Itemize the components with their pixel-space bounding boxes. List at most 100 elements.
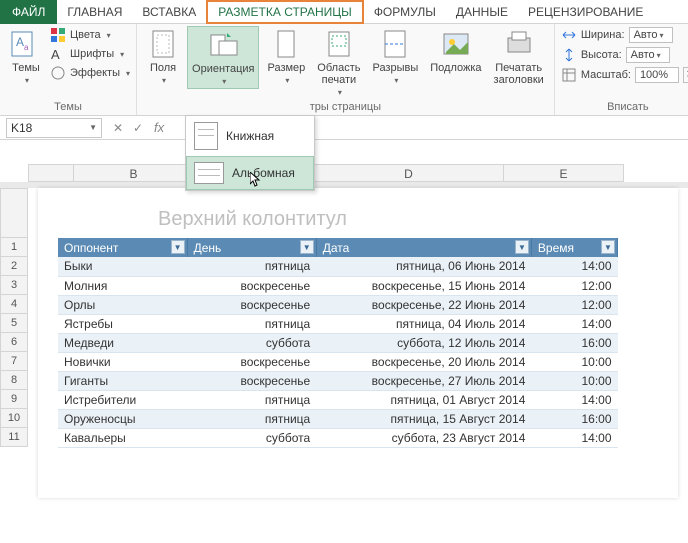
- tab-data[interactable]: ДАННЫЕ: [446, 0, 518, 24]
- effects-button[interactable]: Эффекты: [50, 64, 130, 82]
- table-cell[interactable]: воскресенье, 22 Июнь 2014: [316, 295, 531, 314]
- grid[interactable]: Верхний колонтитул Оппонент▼ День▼ Дата▼…: [28, 188, 688, 498]
- colors-button[interactable]: Цвета: [50, 26, 130, 44]
- table-cell[interactable]: 12:00: [531, 276, 617, 295]
- table-cell[interactable]: воскресенье: [187, 371, 316, 390]
- table-cell[interactable]: 12:00: [531, 295, 617, 314]
- breaks-button[interactable]: Разрывы: [368, 26, 422, 87]
- row-header-9[interactable]: 9: [0, 390, 28, 409]
- height-row[interactable]: Высота: Авто: [561, 46, 670, 64]
- row-header-4[interactable]: 4: [0, 295, 28, 314]
- table-cell[interactable]: пятница, 01 Август 2014: [316, 390, 531, 409]
- col-header-b[interactable]: B: [74, 164, 194, 182]
- width-value[interactable]: Авто: [629, 27, 673, 43]
- page-header-placeholder[interactable]: Верхний колонтитул: [158, 208, 347, 231]
- table-row[interactable]: Кавальерысубботасуббота, 23 Август 20141…: [58, 428, 618, 447]
- row-header-5[interactable]: 5: [0, 314, 28, 333]
- table-cell[interactable]: Молния: [58, 276, 187, 295]
- table-cell[interactable]: суббота: [187, 333, 316, 352]
- th-opponent[interactable]: Оппонент▼: [58, 238, 187, 257]
- row-header-6[interactable]: 6: [0, 333, 28, 352]
- table-cell[interactable]: 10:00: [531, 352, 617, 371]
- th-day[interactable]: День▼: [187, 238, 316, 257]
- table-cell[interactable]: воскресенье, 27 Июль 2014: [316, 371, 531, 390]
- table-cell[interactable]: пятница, 15 Август 2014: [316, 409, 531, 428]
- tab-insert[interactable]: ВСТАВКА: [132, 0, 206, 24]
- table-cell[interactable]: Оруженосцы: [58, 409, 187, 428]
- tab-file[interactable]: ФАЙЛ: [0, 0, 57, 24]
- filter-icon[interactable]: ▼: [300, 240, 314, 254]
- table-cell[interactable]: пятница: [187, 314, 316, 333]
- enter-icon[interactable]: ✓: [128, 121, 148, 135]
- table-cell[interactable]: пятница, 04 Июль 2014: [316, 314, 531, 333]
- row-header-2[interactable]: 2: [0, 257, 28, 276]
- table-cell[interactable]: Ястребы: [58, 314, 187, 333]
- fonts-button[interactable]: A Шрифты: [50, 45, 130, 63]
- size-button[interactable]: Размер: [263, 26, 309, 87]
- table-cell[interactable]: Кавальеры: [58, 428, 187, 447]
- table-cell[interactable]: воскресенье: [187, 276, 316, 295]
- table-cell[interactable]: 16:00: [531, 409, 617, 428]
- filter-icon[interactable]: ▼: [171, 240, 185, 254]
- row-header-8[interactable]: 8: [0, 371, 28, 390]
- table-cell[interactable]: 14:00: [531, 390, 617, 409]
- table-cell[interactable]: суббота: [187, 428, 316, 447]
- table-cell[interactable]: Медведи: [58, 333, 187, 352]
- th-date[interactable]: Дата▼: [316, 238, 531, 257]
- scale-spinner[interactable]: ▲▼: [683, 67, 688, 83]
- filter-icon[interactable]: ▼: [601, 240, 615, 254]
- table-row[interactable]: Истребителипятницапятница, 01 Август 201…: [58, 390, 618, 409]
- table-cell[interactable]: Гиганты: [58, 371, 187, 390]
- table-cell[interactable]: пятница, 06 Июнь 2014: [316, 257, 531, 276]
- row-header-1[interactable]: 1: [0, 238, 28, 257]
- height-value[interactable]: Авто: [626, 47, 670, 63]
- table-cell[interactable]: 16:00: [531, 333, 617, 352]
- filter-icon[interactable]: ▼: [515, 240, 529, 254]
- cancel-icon[interactable]: ✕: [108, 121, 128, 135]
- fx-icon[interactable]: fx: [148, 120, 170, 135]
- table-row[interactable]: Быкипятницапятница, 06 Июнь 201414:00: [58, 257, 618, 276]
- table-cell[interactable]: Новички: [58, 352, 187, 371]
- orientation-button[interactable]: Ориентация: [187, 26, 259, 89]
- th-time[interactable]: Время▼: [531, 238, 617, 257]
- row-header-3[interactable]: 3: [0, 276, 28, 295]
- table-cell[interactable]: пятница: [187, 409, 316, 428]
- table-cell[interactable]: пятница: [187, 390, 316, 409]
- width-row[interactable]: Ширина: Авто: [561, 26, 673, 44]
- tab-page-layout[interactable]: РАЗМЕТКА СТРАНИЦЫ: [206, 0, 364, 24]
- name-box-dropdown-icon[interactable]: ▼: [89, 123, 97, 132]
- name-box[interactable]: K18 ▼: [6, 118, 102, 138]
- col-header-e[interactable]: E: [504, 164, 624, 182]
- orientation-portrait[interactable]: Книжная: [186, 116, 314, 156]
- table-cell[interactable]: Истребители: [58, 390, 187, 409]
- table-cell[interactable]: 10:00: [531, 371, 617, 390]
- print-area-button[interactable]: Область печати: [313, 26, 364, 99]
- print-titles-button[interactable]: Печатать заголовки: [490, 26, 548, 88]
- scale-row[interactable]: Масштаб: 100% ▲▼: [561, 66, 688, 84]
- table-cell[interactable]: Орлы: [58, 295, 187, 314]
- table-row[interactable]: Ястребыпятницапятница, 04 Июль 201414:00: [58, 314, 618, 333]
- scale-value[interactable]: 100%: [635, 67, 679, 83]
- table-cell[interactable]: воскресенье, 15 Июнь 2014: [316, 276, 531, 295]
- table-cell[interactable]: воскресенье, 20 Июль 2014: [316, 352, 531, 371]
- tab-review[interactable]: РЕЦЕНЗИРОВАНИЕ: [518, 0, 653, 24]
- table-cell[interactable]: Быки: [58, 257, 187, 276]
- background-button[interactable]: Подложка: [426, 26, 485, 76]
- table-cell[interactable]: суббота, 23 Август 2014: [316, 428, 531, 447]
- row-header-11[interactable]: 11: [0, 428, 28, 447]
- table-cell[interactable]: 14:00: [531, 314, 617, 333]
- themes-button[interactable]: A a Темы: [6, 26, 46, 87]
- table-cell[interactable]: 14:00: [531, 257, 617, 276]
- row-header-10[interactable]: 10: [0, 409, 28, 428]
- table-cell[interactable]: пятница: [187, 257, 316, 276]
- table-row[interactable]: Оруженосцыпятницапятница, 15 Август 2014…: [58, 409, 618, 428]
- table-cell[interactable]: воскресенье: [187, 352, 316, 371]
- row-header-7[interactable]: 7: [0, 352, 28, 371]
- table-cell[interactable]: суббота, 12 Июль 2014: [316, 333, 531, 352]
- margins-button[interactable]: Поля: [143, 26, 183, 87]
- table-cell[interactable]: 14:00: [531, 428, 617, 447]
- table-cell[interactable]: воскресенье: [187, 295, 316, 314]
- tab-home[interactable]: ГЛАВНАЯ: [57, 0, 132, 24]
- col-header-d[interactable]: D: [314, 164, 504, 182]
- table-row[interactable]: Гигантывоскресеньевоскресенье, 27 Июль 2…: [58, 371, 618, 390]
